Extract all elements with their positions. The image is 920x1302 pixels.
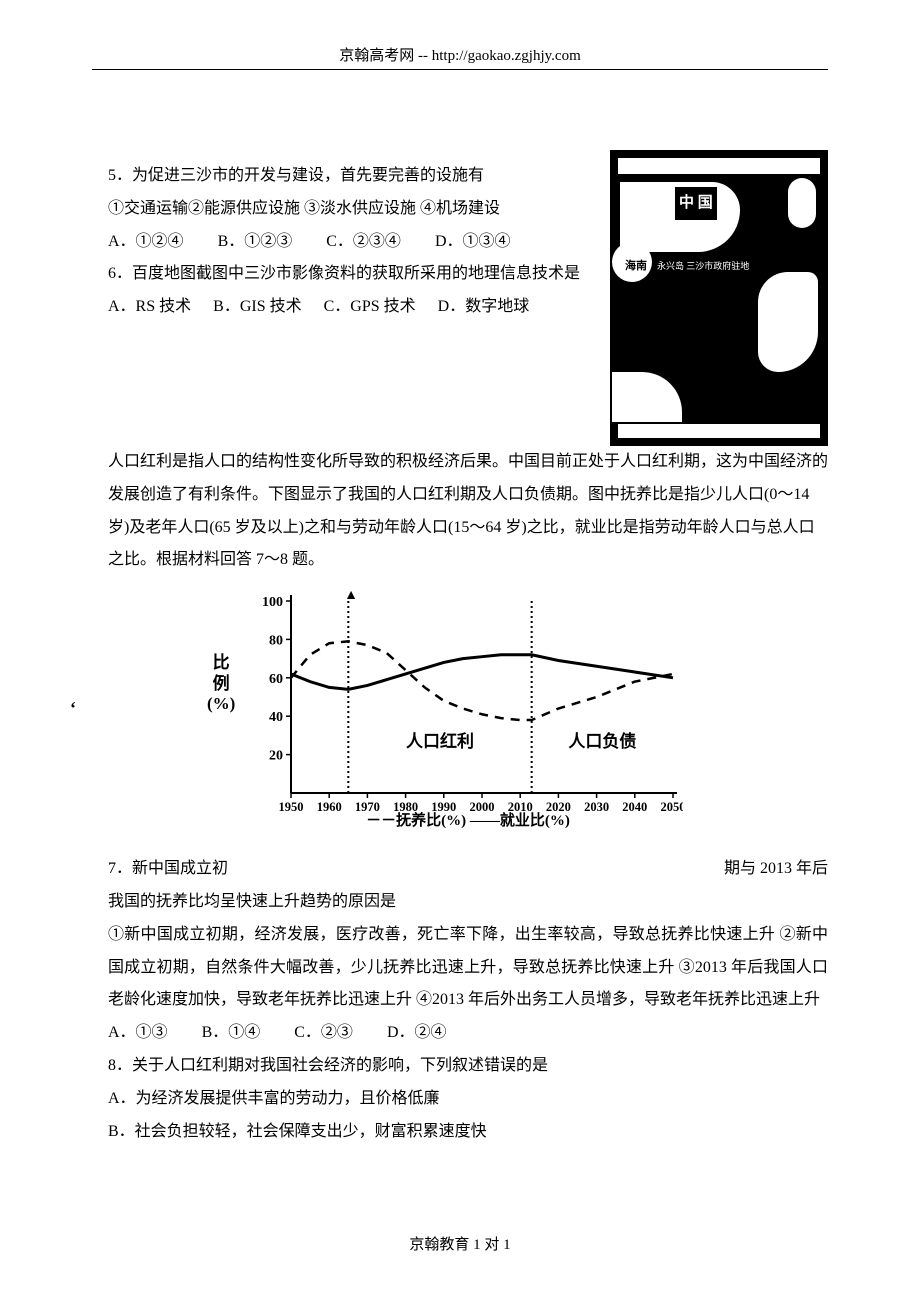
svg-text:2000: 2000	[470, 800, 495, 814]
svg-text:40: 40	[269, 710, 283, 725]
map-top-strip	[618, 158, 820, 174]
svg-text:1980: 1980	[393, 800, 418, 814]
svg-text:1990: 1990	[431, 800, 456, 814]
q7-left: 7．新中国成立初	[108, 853, 228, 886]
q6-opt-d: D．数字地球	[438, 291, 530, 324]
q7-stem2: 我国的抚养比均呈快速上升趋势的原因是	[108, 886, 828, 919]
q7-opt-a: A．①③	[108, 1017, 168, 1050]
map-label-hainan: 海南	[622, 254, 650, 279]
svg-text:－－抚养比(%) ——就业比(%): －－抚养比(%) ——就业比(%)	[366, 811, 570, 829]
header-url: http://gaokao.zgjhjy.com	[432, 48, 581, 64]
ylabel-2: 例	[207, 674, 235, 694]
q8-stem: 8．关于人口红利期对我国社会经济的影响，下列叙述错误的是	[108, 1050, 828, 1083]
q7-options: A．①③ B．①④ C．②③ D．②④	[108, 1017, 828, 1050]
ylabel-1: 比	[207, 653, 235, 673]
q7-right: 期与 2013 年后	[724, 853, 828, 886]
chart-wrap: 比 例 (%) ▲2040608010019501960197019801990…	[253, 583, 683, 853]
header-site: 京翰高考网	[339, 48, 414, 64]
q7-opt-b: B．①④	[202, 1017, 261, 1050]
q7-row: 7．新中国成立初 期与 2013 年后	[108, 853, 828, 886]
svg-text:1950: 1950	[279, 800, 304, 814]
map-ph	[758, 272, 818, 372]
q5-opt-c: C．②③④	[326, 226, 401, 259]
q7-opt-d: D．②④	[387, 1017, 447, 1050]
page-footer: 京翰教育 1 对 1	[0, 1233, 920, 1254]
map-bottom-strip	[618, 424, 820, 438]
svg-text:60: 60	[269, 672, 283, 687]
svg-text:20: 20	[269, 749, 283, 764]
svg-text:100: 100	[262, 595, 283, 610]
svg-text:▲: ▲	[344, 588, 358, 603]
header-sep: --	[414, 48, 432, 64]
svg-text:1960: 1960	[317, 800, 342, 814]
q6-opt-c: C．GPS 技术	[324, 291, 416, 324]
map-taiwan	[788, 178, 816, 228]
q6-opt-a: A．RS 技术	[108, 291, 191, 324]
svg-text:2040: 2040	[622, 800, 647, 814]
svg-text:2030: 2030	[584, 800, 609, 814]
map-label-china: 中 国	[674, 186, 718, 221]
chart-svg: ▲204060801001950196019701980199020002010…	[253, 583, 683, 853]
q7-opt-c: C．②③	[294, 1017, 353, 1050]
q5-opt-b: B．①②③	[218, 226, 293, 259]
map-label-sansha: 永兴岛 三沙市政府驻地	[654, 256, 752, 276]
svg-text:人口负债: 人口负债	[568, 731, 636, 751]
ylabel-3: (%)	[207, 694, 235, 714]
map-vn	[612, 372, 682, 422]
q6-options: A．RS 技术 B．GIS 技术 C．GPS 技术 D．数字地球	[108, 291, 600, 324]
q7-choices: ①新中国成立初期，经济发展，医疗改善，死亡率下降，出生率较高，导致总抚养比快速上…	[108, 919, 828, 1017]
svg-text:2020: 2020	[546, 800, 571, 814]
svg-text:80: 80	[269, 634, 283, 649]
q5-opt-d: D．①③④	[435, 226, 511, 259]
q6-opt-b: B．GIS 技术	[213, 291, 301, 324]
q5-options: A．①②④ B．①②③ C．②③④ D．①③④	[108, 226, 600, 259]
map-figure: 中 国 海南 永兴岛 三沙市政府驻地	[610, 150, 828, 446]
q5-opt-a: A．①②④	[108, 226, 184, 259]
page-header: 京翰高考网 -- http://gaokao.zgjhjy.com	[0, 0, 920, 70]
page-content: 中 国 海南 永兴岛 三沙市政府驻地 5．为促进三沙市的开发与建设，首先要完善的…	[0, 70, 920, 1148]
q8-opt-a: A．为经济发展提供丰富的劳动力，且价格低廉	[108, 1083, 828, 1116]
svg-text:2010: 2010	[508, 800, 533, 814]
stray-mark: ‘	[70, 690, 76, 727]
q8-opt-b: B．社会负担较轻，社会保障支出少，财富积累速度快	[108, 1116, 828, 1149]
svg-text:人口红利: 人口红利	[406, 731, 474, 751]
svg-text:1970: 1970	[355, 800, 380, 814]
chart-ylabel: 比 例 (%)	[207, 653, 235, 714]
svg-text:2050: 2050	[661, 800, 684, 814]
passage-text: 人口红利是指人口的结构性变化所导致的积极经济后果。中国目前正处于人口红利期，这为…	[108, 446, 828, 577]
